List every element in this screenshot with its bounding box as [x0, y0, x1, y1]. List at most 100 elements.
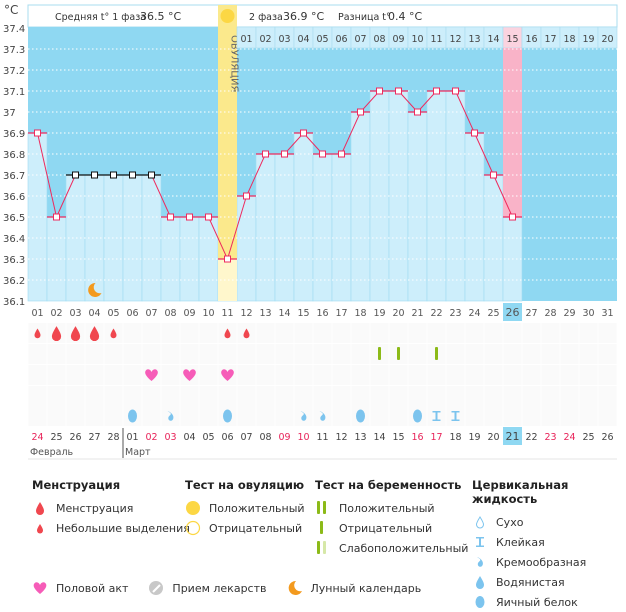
event-cell [541, 365, 560, 385]
event-cell [389, 323, 408, 343]
event-cell [123, 344, 142, 364]
event-cell [560, 344, 579, 364]
legend-other: Половой акт Прием лекарств Лунный календ… [32, 578, 421, 598]
sticky-icon [451, 411, 460, 421]
event-cell [85, 365, 104, 385]
creamy-icon [477, 557, 483, 567]
event-cell [503, 365, 522, 385]
temperature-point [376, 87, 383, 95]
event-cell [484, 323, 503, 343]
event-cell [237, 386, 256, 406]
event-cell [522, 344, 541, 364]
x-tick-label: 11 [221, 308, 233, 319]
event-cell [218, 344, 237, 364]
egg-white-icon [356, 409, 365, 423]
event-cell [579, 406, 598, 426]
temperature-bar [255, 153, 276, 302]
spotting-icon [224, 328, 231, 339]
event-cell [560, 406, 579, 426]
event-cell [522, 406, 541, 426]
next-cycle-day: 18 [563, 34, 575, 45]
next-cycle-day: 05 [316, 34, 328, 45]
date-label: 26 [601, 432, 613, 443]
event-cell [218, 386, 237, 406]
temperature-point [205, 213, 212, 221]
event-cell [47, 365, 66, 385]
next-cycle-day: 10 [411, 34, 423, 45]
y-tick-label: 36.5 [3, 213, 25, 224]
month-label: Февраль [30, 447, 74, 458]
event-cell [427, 386, 446, 406]
temperature-point [167, 213, 174, 221]
next-cycle-day: 16 [525, 34, 537, 45]
event-cell [66, 344, 85, 364]
temperature-point [34, 129, 41, 137]
event-cell [66, 365, 85, 385]
sun-outline-icon [185, 520, 201, 536]
temperature-bar [407, 111, 428, 302]
y-tick-label: 36.2 [3, 276, 25, 287]
event-cell [446, 386, 465, 406]
date-label: 17 [430, 432, 442, 443]
x-tick-label: 16 [316, 308, 328, 319]
event-cell [389, 365, 408, 385]
x-tick-label: 22 [430, 308, 442, 319]
x-tick-label: 01 [31, 308, 43, 319]
date-label: 10 [297, 432, 309, 443]
event-cell [522, 386, 541, 406]
dry-icon [475, 516, 485, 529]
x-tick-label: 31 [601, 308, 613, 319]
event-cell [465, 386, 484, 406]
next-cycle-day: 07 [354, 34, 366, 45]
event-cell [180, 344, 199, 364]
legend-pregnancy-test: Тест на беременность Положительный Отриц… [315, 478, 468, 558]
temperature-point [509, 213, 516, 221]
event-cell [180, 323, 199, 343]
event-cell [579, 344, 598, 364]
egg-white-icon [475, 596, 485, 608]
menstruation-icon [51, 326, 62, 342]
egg-white-icon [128, 409, 137, 423]
event-cell [484, 406, 503, 426]
y-tick-label: 37 [3, 108, 16, 119]
temperature-point [224, 255, 231, 263]
event-cell [28, 344, 47, 364]
event-cell [389, 406, 408, 426]
event-cell [598, 344, 617, 364]
y-tick-label: 36.6 [3, 192, 25, 203]
date-label: 19 [468, 432, 480, 443]
event-cell [332, 406, 351, 426]
legend-item: Положительный [339, 501, 435, 515]
x-tick-label: 10 [202, 308, 214, 319]
event-cell [47, 344, 66, 364]
event-cell [123, 386, 142, 406]
legend-item: Прием лекарств [172, 581, 267, 595]
event-cell [446, 365, 465, 385]
event-cell [28, 406, 47, 426]
event-cell [66, 386, 85, 406]
event-cell [408, 323, 427, 343]
x-tick-label: 05 [107, 308, 119, 319]
event-cell [85, 406, 104, 426]
next-cycle-day: 11 [430, 34, 442, 45]
event-cell [408, 386, 427, 406]
spotting-icon [243, 328, 250, 339]
event-cell [579, 386, 598, 406]
heart-icon [33, 582, 47, 594]
watery-icon [476, 576, 484, 589]
x-tick-label: 25 [487, 308, 499, 319]
diff-value: 0.4 °C [388, 10, 422, 23]
phase1-label: Средняя t° 1 фаза [55, 12, 146, 23]
ovulation-column-lower [218, 259, 237, 301]
event-cell [427, 323, 446, 343]
event-cell [313, 386, 332, 406]
date-label: 16 [411, 432, 423, 443]
x-tick-label: 04 [88, 308, 100, 319]
event-cell [503, 344, 522, 364]
event-cell [237, 344, 256, 364]
temperature-point [452, 87, 459, 95]
event-cell [256, 386, 275, 406]
event-cell [389, 386, 408, 406]
test-weak-icon [317, 541, 326, 554]
